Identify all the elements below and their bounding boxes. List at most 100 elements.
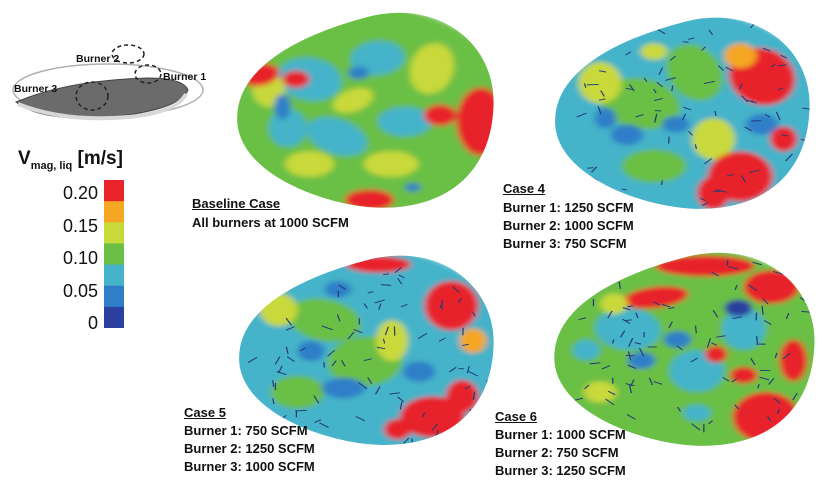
velocity-vector	[785, 313, 790, 320]
contour-region	[627, 352, 656, 369]
velocity-vector	[750, 357, 756, 366]
velocity-vector	[399, 401, 403, 410]
velocity-vector	[384, 326, 389, 336]
velocity-vector	[607, 390, 616, 396]
velocity-vector	[383, 273, 390, 276]
velocity-vector	[587, 167, 594, 169]
burner-2-label: Burner 2	[76, 53, 119, 65]
contour-region	[346, 256, 411, 273]
velocity-vector	[722, 376, 730, 382]
velocity-vector	[712, 190, 723, 193]
velocity-vector	[457, 298, 462, 304]
velocity-vector	[327, 349, 336, 357]
velocity-vector	[353, 329, 363, 334]
burner-1-label: Burner 1	[163, 71, 206, 83]
velocity-vector	[286, 356, 295, 362]
velocity-vector	[590, 166, 598, 173]
velocity-vector	[276, 371, 287, 376]
velocity-vector	[708, 29, 714, 36]
contour-region	[600, 293, 628, 315]
contour-region	[383, 418, 411, 440]
contour-plot-case-6	[552, 251, 817, 448]
velocity-vector	[694, 325, 697, 334]
contour-region	[583, 381, 617, 403]
velocity-vector	[706, 338, 712, 348]
legend-title-unit: [m/s]	[77, 148, 123, 169]
velocity-vector	[780, 54, 788, 59]
velocity-vector	[607, 310, 613, 319]
contour-region	[364, 151, 419, 177]
velocity-vector	[389, 392, 400, 395]
contour-region	[732, 392, 799, 443]
velocity-vector	[341, 360, 346, 367]
velocity-vector	[732, 316, 743, 320]
vessel-outline	[552, 251, 817, 448]
velocity-vector	[683, 106, 692, 111]
velocity-vector	[438, 337, 446, 342]
velocity-vector	[776, 408, 781, 414]
velocity-vector	[691, 423, 701, 431]
contour-region	[268, 108, 307, 148]
velocity-vector	[402, 437, 410, 445]
contour-region	[409, 43, 455, 94]
velocity-vector	[378, 303, 382, 310]
velocity-vector	[285, 317, 293, 326]
velocity-vector	[274, 356, 281, 365]
contour-region	[683, 404, 711, 422]
velocity-vector	[669, 55, 677, 61]
legend-color-swatch	[104, 201, 124, 223]
velocity-vector	[288, 274, 297, 281]
case-line: Burner 3: 750 SCFM	[503, 236, 627, 251]
contour-region	[424, 280, 479, 331]
velocity-vector	[786, 27, 792, 34]
contour-region	[594, 107, 617, 129]
legend-tick: 0.15	[62, 216, 98, 236]
contour-region	[344, 189, 394, 209]
case-label-case-5: Case 5 Burner 1: 750 SCFM Burner 2: 1250…	[184, 405, 315, 474]
velocity-vector	[466, 365, 471, 374]
vessel-outline	[235, 11, 496, 210]
velocity-vector	[314, 419, 322, 423]
legend-title-sub: mag, liq	[30, 159, 73, 172]
velocity-vector	[757, 383, 760, 389]
contour-plot-case-4	[553, 16, 812, 211]
velocity-vector	[628, 337, 634, 347]
case-line: Burner 2: 750 SCFM	[495, 445, 619, 460]
legend-title-main: V	[18, 148, 31, 169]
contour-region	[350, 40, 405, 76]
velocity-vector	[801, 279, 806, 286]
velocity-vector	[750, 100, 757, 104]
contour-region	[621, 149, 687, 183]
contour-region	[324, 280, 352, 298]
contour-region	[745, 114, 779, 135]
velocity-vector	[792, 392, 798, 401]
burner-2-marker	[111, 44, 145, 64]
contour-region	[423, 104, 457, 126]
velocity-vector	[681, 113, 687, 121]
contour-region	[655, 255, 755, 277]
velocity-vector	[658, 67, 664, 76]
velocity-vector	[701, 202, 709, 206]
contour-region	[446, 379, 479, 413]
velocity-vector	[654, 109, 662, 112]
velocity-vector	[599, 70, 607, 73]
velocity-vector	[576, 112, 587, 118]
contour-plot-baseline	[235, 11, 496, 210]
velocity-vector	[374, 299, 385, 304]
case-label-case-4: Case 4 Burner 1: 1250 SCFM Burner 2: 100…	[503, 181, 634, 251]
velocity-vector	[347, 331, 355, 340]
contour-field	[553, 251, 816, 447]
contour-region	[306, 117, 368, 156]
velocity-vector	[417, 332, 428, 339]
contour-region	[594, 307, 661, 351]
legend-color-swatch	[104, 285, 124, 308]
velocity-vector	[774, 352, 778, 358]
velocity-vector	[319, 422, 329, 428]
velocity-vector	[452, 286, 460, 293]
legend-color-swatch	[104, 180, 124, 202]
velocity-vector	[762, 47, 771, 52]
velocity-vector	[277, 365, 283, 374]
contour-region	[274, 94, 291, 120]
velocity-vector	[653, 88, 657, 94]
contour-region	[662, 116, 690, 133]
